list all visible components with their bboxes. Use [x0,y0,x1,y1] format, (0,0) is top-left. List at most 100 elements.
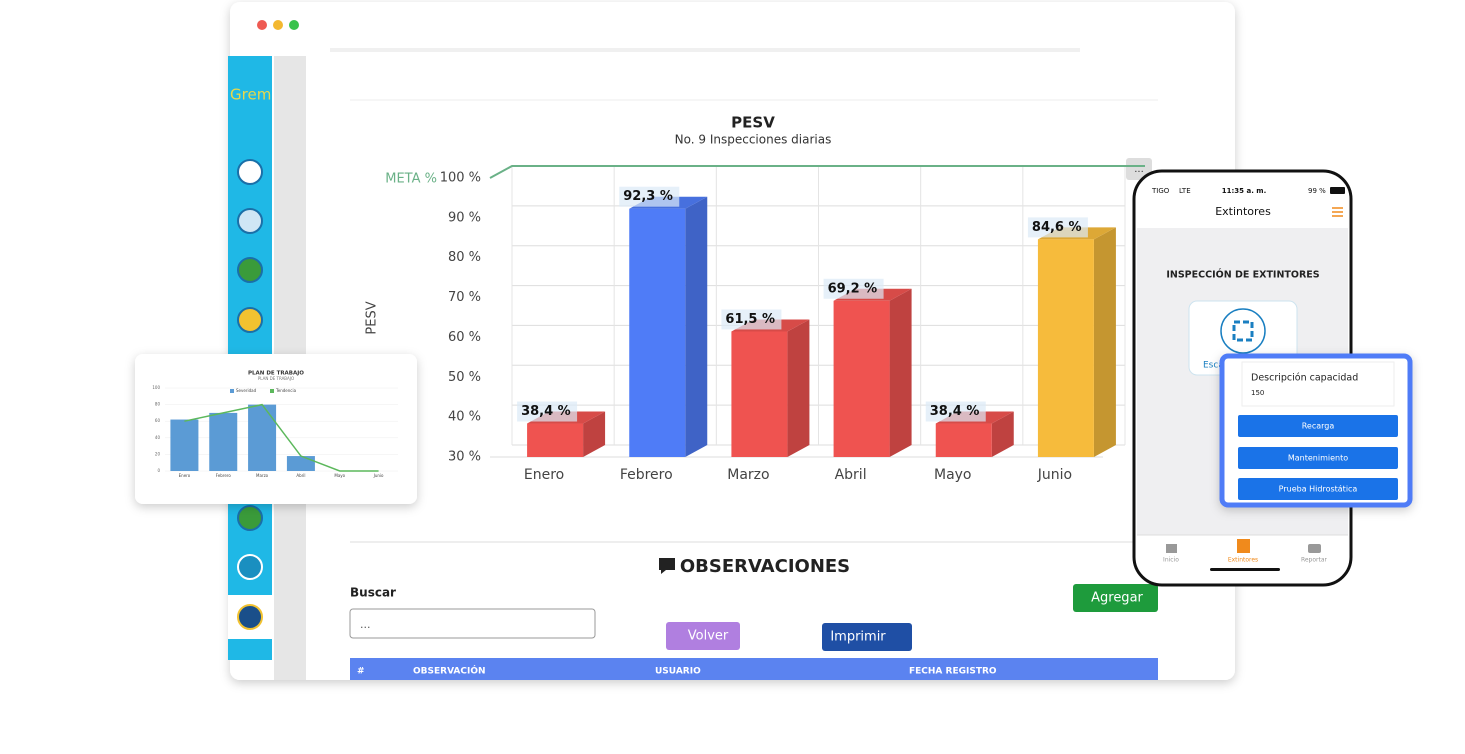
qr-icon [1232,320,1254,342]
popup-field-label: Descripción capacidad [1251,373,1358,384]
legend-swatch [270,389,274,393]
popup-button[interactable] [1238,447,1398,469]
phone-header: Extintores [1215,205,1271,218]
nav-icon[interactable] [237,159,263,185]
bar [1037,239,1094,457]
search-label: Buscar [350,586,396,600]
chart-menu-icon: ... [1134,164,1144,175]
x-tick-label: Junio [1037,467,1072,483]
value-label: 38,4 % [930,404,980,419]
popup-button-label: Recarga [1302,422,1335,431]
bar [629,208,686,457]
meta-line [489,165,1145,179]
chart-title: PESV [731,114,775,132]
value-label: 84,6 % [1032,220,1082,235]
tab-label[interactable]: Inicio [1163,557,1179,564]
popup-button-label: Prueba Hidrostática [1279,485,1358,494]
window-dot[interactable] [273,20,283,30]
x-tick-label: Mayo [334,473,345,478]
x-tick-label: Marzo [727,467,769,483]
popup-button[interactable] [1238,478,1398,500]
nav-icon[interactable] [237,604,263,630]
add-button-label: Agregar [1091,591,1143,606]
x-tick-label: Abril [835,467,867,483]
mini-chart-title: PLAN DE TRABAJO [248,371,304,377]
value-label-bg [721,309,782,330]
popup-button[interactable] [1238,415,1398,437]
bar [935,423,992,457]
status-network: LTE [1179,187,1191,195]
nav-icon[interactable] [237,257,263,283]
tab-label[interactable]: Extintores [1228,557,1258,564]
y-tick-label: 70 % [448,290,481,305]
status-carrier: TIGO [1151,187,1170,195]
y-tick-label: 80 [155,402,161,407]
x-tick-label: Febrero [216,473,232,478]
tab-label[interactable]: Reportar [1301,557,1328,564]
bar [170,419,199,471]
window-dot[interactable] [257,20,267,30]
y-tick-label: 40 [155,435,161,440]
status-time: 11:35 a. m. [1222,187,1267,195]
bar-side [685,196,708,457]
scan-icon [1220,308,1266,354]
x-tick-label: Enero [179,473,191,478]
value-label: 38,4 % [521,404,571,419]
nav-icon[interactable] [237,208,263,234]
back-button[interactable] [666,622,740,650]
popup-field-value: 150 [1251,389,1264,397]
bar [833,300,890,457]
tab-icon [1237,539,1250,553]
legend-label: Severidad [236,388,257,393]
y-tick-label: 60 % [448,330,481,345]
nav-icon[interactable] [237,307,263,333]
nav-icon[interactable] [237,554,263,580]
back-button-label: Volver [688,629,729,644]
menu-icon[interactable] [1332,207,1343,217]
value-label: 61,5 % [725,312,775,327]
value-label-bg [1027,217,1088,238]
bar [527,423,584,457]
bar-side [787,319,810,457]
table-header [350,658,1158,680]
search-input[interactable] [349,608,596,639]
brand: Grem [230,86,271,104]
y-tick-label: 100 % [440,171,481,186]
x-tick-label: Abril [296,473,305,478]
mini-chart-subtitle: PLAN DE TRABAJO [258,376,294,381]
bar-side [991,411,1014,457]
observations-title: OBSERVACIONES [680,556,850,577]
bar-side [583,411,606,457]
y-tick-label: 100 [152,385,160,390]
value-label-bg [823,278,884,299]
observations-icon [659,558,675,574]
value-label-bg [619,186,680,207]
table-header-cell: USUARIO [655,667,701,677]
print-button[interactable] [822,623,912,651]
table-header-cell: FECHA REGISTRO [909,667,997,677]
y-tick-label: 60 [155,418,161,423]
table-header-cell: OBSERVACIÓN [413,665,486,677]
line [184,403,379,472]
battery-icon [1330,187,1345,194]
y-axis-label: PESV [365,301,380,334]
add-button[interactable] [1073,584,1158,612]
y-tick-label: 90 % [448,210,481,225]
bar [248,404,277,471]
nav-icon[interactable] [237,505,263,531]
home-indicator [1210,568,1280,571]
bar-side [889,288,912,457]
scan-label: Esca [1203,361,1224,371]
section-title: INSPECCIÓN DE EXTINTORES [1166,269,1319,281]
popup-button-label: Mantenimiento [1288,454,1348,463]
legend-swatch [230,389,234,393]
x-tick-label: Enero [524,467,564,483]
main-chart: 30 % 40 % 50 % 60 % 70 % 80 % 90 % 100 %META % 3… [385,165,1145,483]
table-header-cell: # [357,667,365,677]
value-label-bg [517,401,578,422]
y-tick-label: 30 % [448,450,481,465]
y-tick-label: 20 [155,451,161,456]
window-dot[interactable] [289,20,299,30]
legend-label: Tendencia [275,388,297,393]
popup-field [1241,361,1395,407]
